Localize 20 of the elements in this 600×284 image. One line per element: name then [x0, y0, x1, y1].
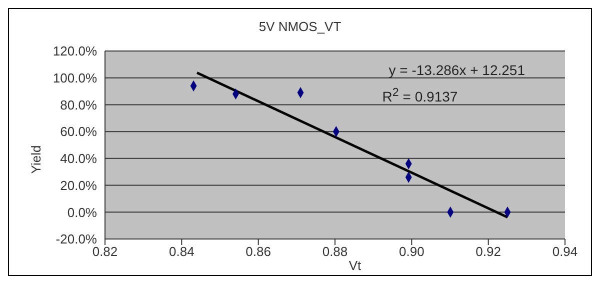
x-tick-label: 0.88 [322, 244, 348, 260]
x-tick-label: 0.90 [399, 244, 424, 260]
x-tick-label: 0.82 [92, 244, 118, 260]
y-tick-label: 0.0% [67, 204, 98, 220]
y-tick-label: 60.0% [60, 124, 98, 140]
y-tick-label: 80.0% [60, 97, 98, 112]
x-axis-title: Vt [348, 258, 362, 273]
x-tick-label: 0.94 [552, 244, 578, 260]
y-tick-label: 40.0% [60, 151, 98, 166]
annotation: y = -13.286x + 12.251 [388, 62, 525, 78]
y-tick-label: 120.0% [52, 44, 98, 59]
x-tick-label: 0.86 [246, 244, 271, 260]
y-axis-title: Yield [28, 144, 44, 174]
chart-title: 5V NMOS_VT [258, 19, 342, 34]
y-tick-label: 100.0% [52, 70, 98, 86]
x-tick-label: 0.92 [476, 244, 501, 260]
x-tick-label: 0.84 [169, 244, 194, 260]
y-tick-label: -20.0% [56, 232, 98, 247]
y-tick-label: 20.0% [60, 178, 98, 193]
annotation: R$^{2}$ = 0.9137 [381, 86, 459, 105]
